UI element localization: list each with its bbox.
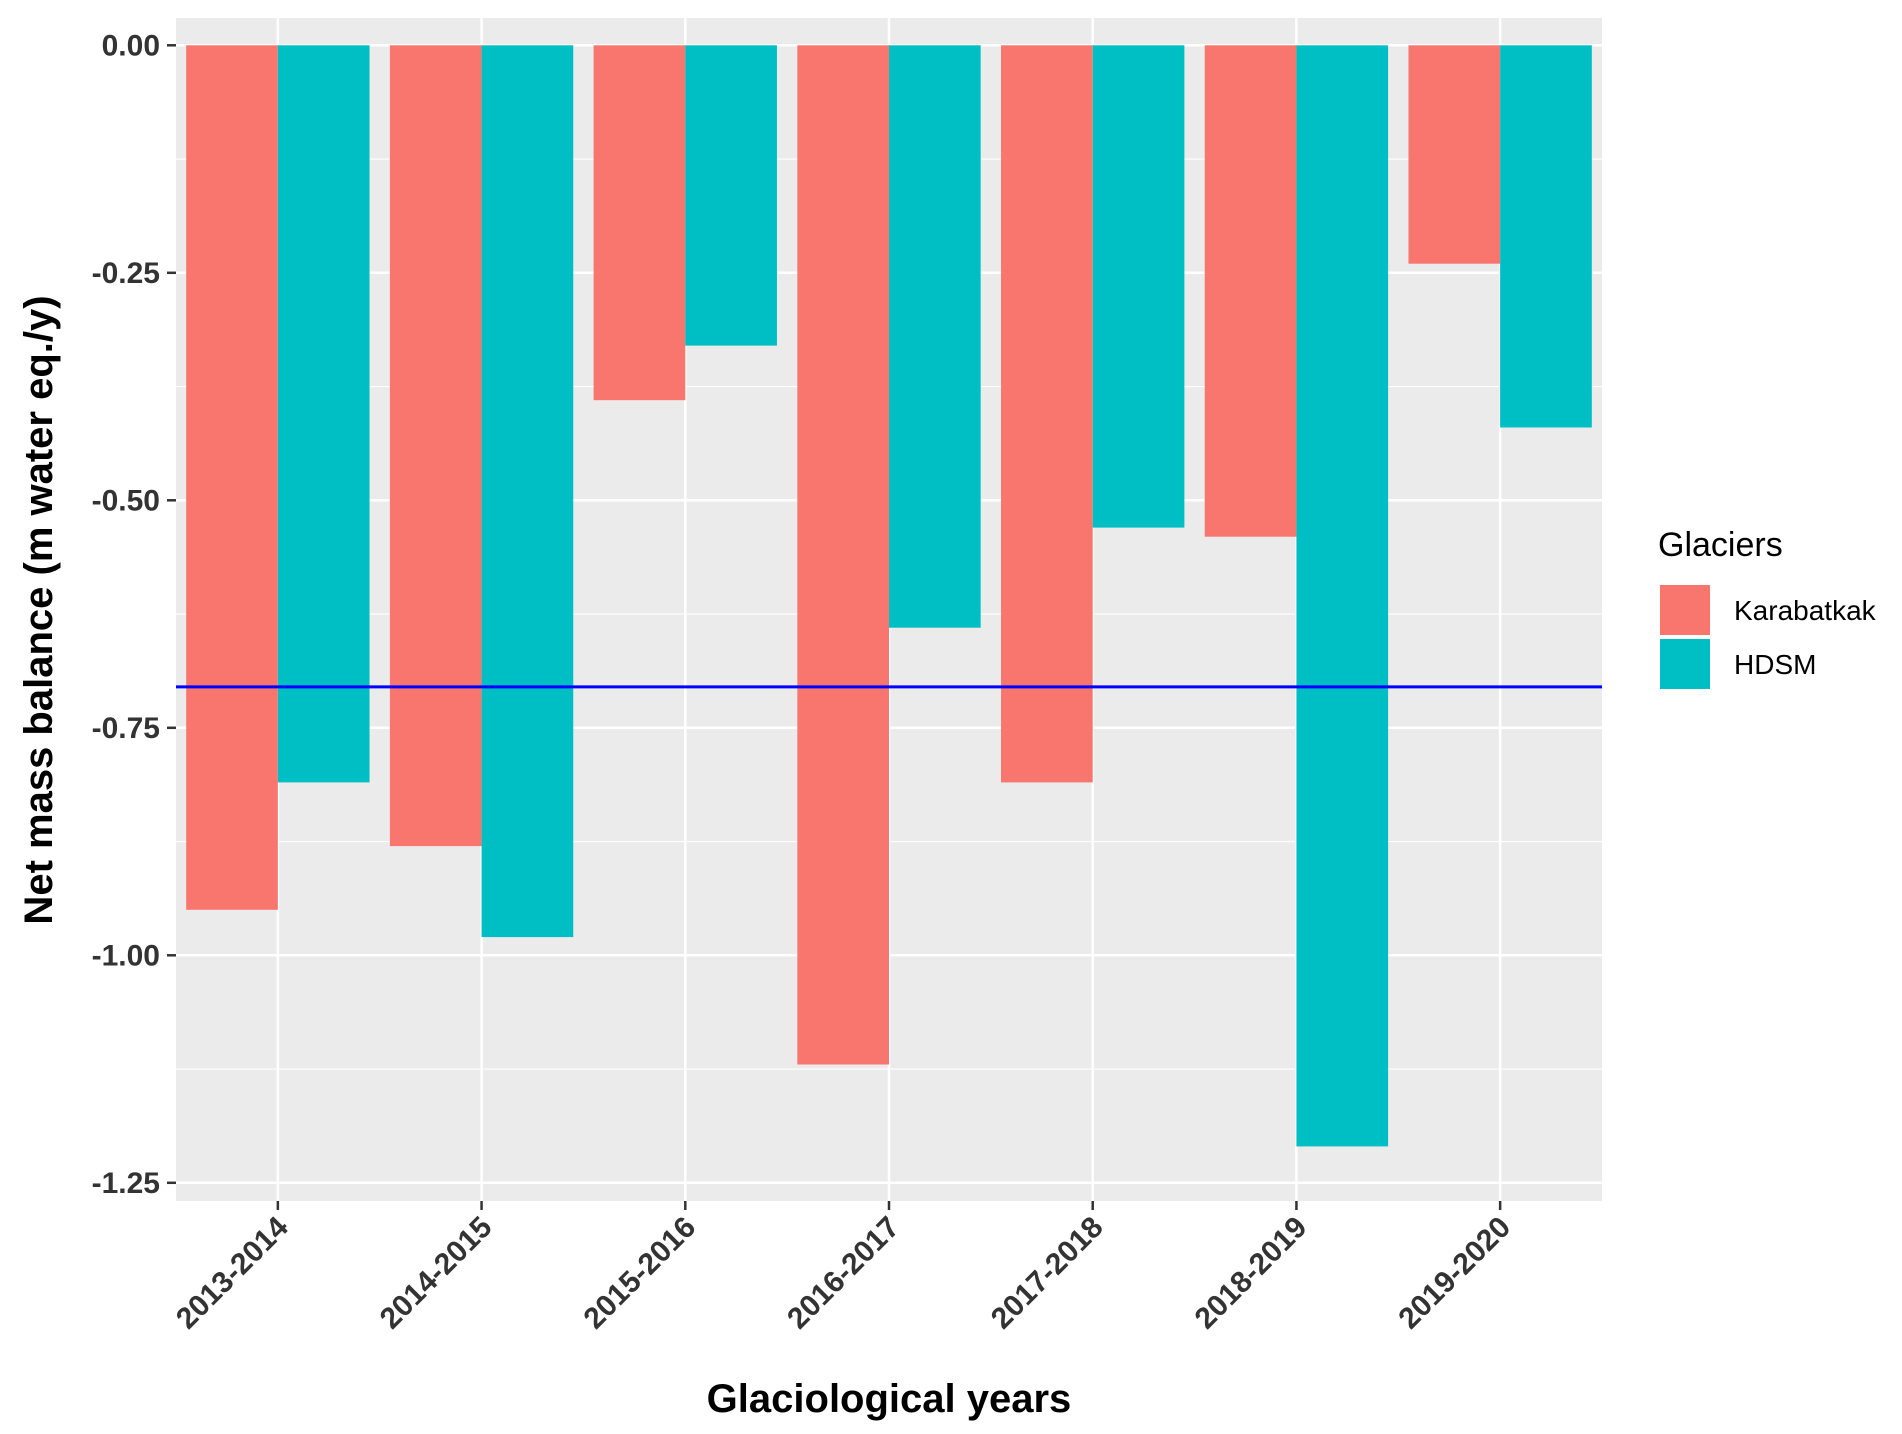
legend-key-hdsm — [1660, 639, 1710, 689]
x-tick-label: 2017-2018 — [985, 1211, 1110, 1336]
bar-karabatkak-2018-2019 — [1204, 45, 1297, 537]
y-tick-label: 0.00 — [102, 29, 160, 62]
y-tick-label: -0.25 — [92, 257, 160, 290]
bar-karabatkak-2013-2014 — [186, 45, 278, 910]
bar-hdsm-2019-2020 — [1500, 45, 1592, 428]
bar-karabatkak-2014-2015 — [389, 45, 482, 847]
x-axis-title: Glaciological years — [707, 1377, 1072, 1421]
x-tick-label: 2015-2016 — [577, 1211, 702, 1336]
bar-hdsm-2013-2014 — [277, 45, 370, 783]
y-axis: 0.00 -0.25 -0.50 -0.75 -1.00 -1.25 — [92, 29, 176, 1200]
legend-label-hdsm: HDSM — [1734, 649, 1816, 680]
bar-karabatkak-2015-2016 — [593, 45, 686, 401]
x-tick-label: 2014-2015 — [374, 1211, 499, 1336]
x-tick-label: 2018-2019 — [1189, 1211, 1314, 1336]
legend-key-karabatkak — [1660, 585, 1710, 635]
bars — [186, 45, 1592, 1147]
y-tick-label: -0.50 — [92, 484, 160, 517]
bar-hdsm-2016-2017 — [889, 45, 981, 628]
y-tick-label: -0.75 — [92, 712, 160, 745]
bar-hdsm-2018-2019 — [1296, 45, 1389, 1147]
x-tick-label: 2019-2020 — [1392, 1211, 1517, 1336]
legend-title: Glaciers — [1658, 526, 1783, 564]
bar-karabatkak-2019-2020 — [1408, 45, 1501, 264]
legend-label-karabatkak: Karabatkak — [1734, 595, 1877, 626]
y-tick-label: -1.25 — [92, 1167, 160, 1200]
bar-hdsm-2017-2018 — [1092, 45, 1185, 528]
legend: Glaciers Karabatkak HDSM — [1658, 526, 1877, 689]
x-tick-label: 2016-2017 — [781, 1211, 906, 1336]
y-tick-label: -1.00 — [92, 939, 160, 972]
bar-karabatkak-2016-2017 — [797, 45, 889, 1065]
y-axis-title: Net mass balance (m water eq./y) — [17, 295, 61, 924]
bar-hdsm-2015-2016 — [685, 45, 777, 346]
x-axis: 2013-2014 2014-2015 2015-2016 2016-2017 2017… — [170, 1201, 1517, 1335]
bar-hdsm-2014-2015 — [481, 45, 574, 938]
x-tick-label: 2013-2014 — [170, 1210, 295, 1335]
bar-karabatkak-2017-2018 — [1001, 45, 1093, 783]
